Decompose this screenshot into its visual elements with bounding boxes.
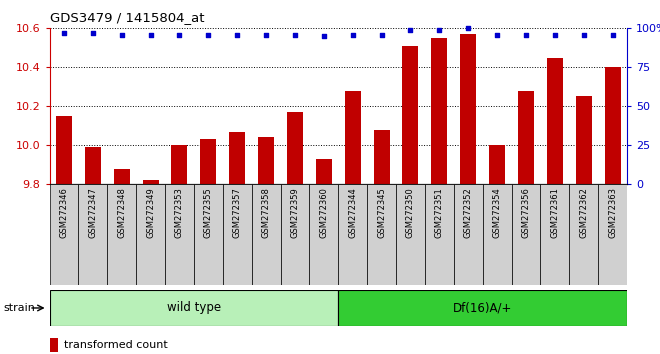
Bar (258, 137, 274, 184)
Bar (367, 184, 396, 285)
Bar (50, 290, 338, 326)
Bar (432, 38, 447, 184)
Text: GSM272357: GSM272357 (233, 187, 242, 238)
Bar (201, 139, 216, 184)
Bar (50, 338, 57, 352)
Point (405, 27, 416, 33)
Bar (316, 159, 332, 184)
Text: GSM272344: GSM272344 (348, 187, 357, 238)
Text: GSM272348: GSM272348 (117, 187, 126, 238)
Text: GSM272349: GSM272349 (146, 187, 155, 238)
Bar (194, 184, 223, 285)
Point (261, 32, 271, 38)
Text: GSM272345: GSM272345 (377, 187, 386, 238)
Bar (547, 58, 563, 184)
Bar (454, 184, 482, 285)
Bar (576, 96, 591, 184)
Bar (605, 67, 620, 184)
Text: GDS3479 / 1415804_at: GDS3479 / 1415804_at (50, 11, 204, 24)
Bar (569, 184, 598, 285)
Bar (85, 147, 101, 184)
Text: GSM272362: GSM272362 (579, 187, 588, 238)
Text: GSM272356: GSM272356 (521, 187, 531, 238)
Text: GSM272360: GSM272360 (319, 187, 328, 238)
Point (232, 32, 242, 38)
Bar (541, 184, 569, 285)
Point (319, 33, 329, 39)
Point (203, 32, 214, 38)
Text: GSM272355: GSM272355 (204, 187, 213, 238)
Bar (114, 169, 129, 184)
Bar (287, 112, 303, 184)
Text: GSM272351: GSM272351 (435, 187, 444, 238)
Bar (251, 184, 280, 285)
Bar (310, 184, 338, 285)
Bar (50, 184, 79, 285)
Point (347, 32, 358, 38)
Bar (345, 91, 360, 184)
Text: strain: strain (3, 303, 35, 313)
Bar (280, 184, 310, 285)
Text: GSM272358: GSM272358 (261, 187, 271, 238)
Bar (165, 184, 194, 285)
Text: GSM272353: GSM272353 (175, 187, 184, 238)
Bar (338, 290, 627, 326)
Bar (518, 91, 534, 184)
Bar (512, 184, 541, 285)
Text: GSM272354: GSM272354 (492, 187, 502, 238)
Bar (482, 184, 512, 285)
Bar (489, 145, 505, 184)
Bar (396, 184, 425, 285)
Text: GSM272359: GSM272359 (290, 187, 300, 238)
Point (145, 32, 156, 38)
Bar (107, 184, 136, 285)
Point (59, 30, 69, 36)
Bar (172, 145, 187, 184)
Bar (338, 184, 367, 285)
Point (116, 32, 127, 38)
Point (88, 30, 98, 36)
Point (174, 32, 185, 38)
Point (463, 25, 473, 31)
Text: transformed count: transformed count (64, 339, 168, 350)
Text: Df(16)A/+: Df(16)A/+ (453, 302, 512, 314)
Bar (79, 184, 107, 285)
Point (492, 32, 502, 38)
Text: GSM272352: GSM272352 (464, 187, 473, 238)
Bar (223, 184, 251, 285)
Text: GSM272350: GSM272350 (406, 187, 415, 238)
Bar (56, 116, 72, 184)
Point (434, 27, 445, 33)
Bar (460, 34, 476, 184)
Text: GSM272346: GSM272346 (59, 187, 69, 238)
Bar (403, 46, 418, 184)
Point (290, 32, 300, 38)
Text: GSM272361: GSM272361 (550, 187, 559, 238)
Bar (143, 180, 158, 184)
Bar (374, 130, 389, 184)
Point (550, 32, 560, 38)
Point (607, 32, 618, 38)
Bar (425, 184, 454, 285)
Text: GSM272347: GSM272347 (88, 187, 97, 238)
Bar (136, 184, 165, 285)
Point (521, 32, 531, 38)
Bar (229, 131, 245, 184)
Point (376, 32, 387, 38)
Text: wild type: wild type (167, 302, 221, 314)
Text: GSM272363: GSM272363 (608, 187, 617, 238)
Bar (598, 184, 627, 285)
Point (578, 32, 589, 38)
